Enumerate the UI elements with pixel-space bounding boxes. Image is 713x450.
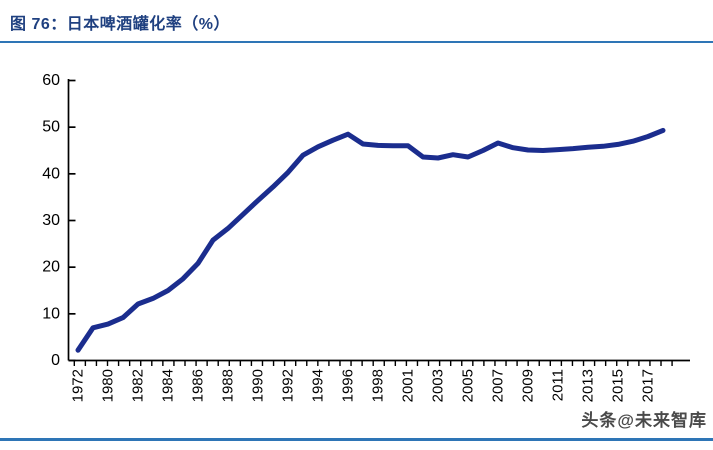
x-tick-label: 1982 [130, 369, 147, 402]
x-tick-label: 1980 [100, 369, 117, 402]
x-tick-label: 1994 [310, 369, 327, 402]
x-tick-label: 1986 [190, 369, 207, 402]
x-tick-label: 1996 [340, 369, 357, 402]
x-axis-labels: 1972 1980 1982 1984 1986 1988 1990 1992 1994 1996… [70, 369, 657, 402]
x-tick-label: 2007 [490, 369, 507, 402]
y-tick-label: 40 [42, 165, 60, 182]
x-tick-label: 2015 [610, 369, 627, 402]
series-line-canning-rate [75, 127, 666, 353]
x-axis-ticks [73, 360, 673, 366]
axes [67, 79, 690, 362]
y-tick-label: 20 [42, 259, 60, 276]
x-tick-label: 1992 [280, 369, 297, 402]
y-tick-label: 0 [51, 352, 60, 369]
title-underline [0, 41, 713, 43]
y-tick-label: 50 [42, 119, 60, 136]
x-tick-label: 2013 [580, 369, 597, 402]
y-axis-ticks: 0 10 20 30 40 50 60 [42, 72, 76, 369]
x-tick-label: 1984 [160, 369, 177, 402]
x-tick-label: 1988 [220, 369, 237, 402]
x-tick-label: 2011 [550, 369, 567, 401]
bottom-border [0, 438, 713, 441]
y-tick-label: 30 [42, 212, 60, 229]
x-tick-label: 1990 [250, 369, 267, 402]
x-tick-label: 2001 [400, 369, 417, 402]
x-tick-label: 2017 [640, 369, 657, 402]
x-tick-label: 2005 [460, 369, 477, 402]
x-tick-label: 2009 [520, 369, 537, 402]
y-tick-label: 60 [42, 72, 60, 89]
x-tick-label: 1998 [370, 369, 387, 402]
watermark: 头条@未来智库 [581, 411, 707, 430]
x-tick-label: 1972 [70, 369, 87, 402]
x-tick-label: 2003 [430, 369, 447, 402]
figure-title: 图 76：日本啤酒罐化率（%） [10, 16, 230, 33]
y-tick-label: 10 [42, 305, 60, 322]
